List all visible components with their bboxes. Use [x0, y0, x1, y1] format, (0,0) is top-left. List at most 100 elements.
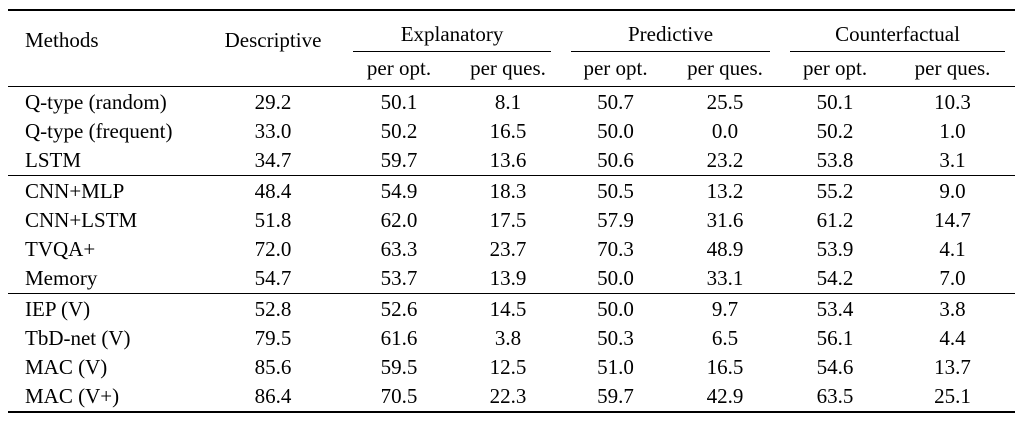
value-cell: 3.8: [939, 297, 966, 321]
method-name-cell: MAC (V+): [25, 384, 120, 408]
value-cell: 54.7: [254, 266, 292, 290]
value-cell: 50.0: [597, 297, 634, 321]
value-cell: 50.2: [816, 119, 854, 143]
value-cell: 48.4: [254, 179, 292, 203]
value-cell: 55.2: [816, 179, 854, 203]
method-name-cell: CNN+LSTM: [25, 208, 138, 232]
value-cell: 10.3: [934, 90, 971, 114]
table-row: Memory 54.7 53.7 13.9 50.0 33.1 54.2 7.0: [8, 264, 1015, 294]
value-cell: 23.7: [489, 237, 527, 261]
value-cell: 42.9: [706, 384, 744, 408]
value-cell: 59.5: [380, 355, 418, 379]
column-header-predictive-per-ques: per ques.: [687, 56, 763, 80]
table-row-group-vqa-models: CNN+MLP 48.4 54.9 18.3 50.5 13.2 55.2 9.0 CNN+LS…: [8, 175, 1016, 294]
value-cell: 52.6: [380, 297, 418, 321]
value-cell: 59.7: [597, 384, 634, 408]
value-cell: 48.9: [706, 237, 744, 261]
value-cell: 22.3: [489, 384, 527, 408]
value-cell: 53.8: [816, 148, 854, 172]
value-cell: 23.2: [706, 148, 744, 172]
column-group-explanatory: Explanatory: [343, 10, 561, 52]
table-row-group-program-models: IEP (V) 52.8 52.6 14.5 50.0 9.7 53.4 3.8 TbD-net…: [8, 293, 1016, 413]
value-cell: 50.0: [597, 119, 634, 143]
value-cell: 7.0: [939, 266, 966, 290]
results-table: Methods Descriptive Explanatory Predicti…: [8, 9, 1016, 413]
value-cell: 9.0: [939, 179, 966, 203]
method-name-cell: TVQA+: [25, 237, 96, 261]
value-cell: 50.1: [816, 90, 854, 114]
value-cell: 85.6: [254, 355, 292, 379]
table-row: LSTM 34.7 59.7 13.6 50.6 23.2 53.8 3.1: [8, 146, 1015, 176]
column-header-methods: Methods: [25, 28, 99, 52]
table-row: TVQA+ 72.0 63.3 23.7 70.3 48.9 53.9 4.1: [8, 235, 1015, 264]
value-cell: 25.1: [934, 384, 971, 408]
column-header-predictive-per-opt: per opt.: [583, 56, 648, 80]
header-sub-row: per opt. per ques. per opt. per ques. pe…: [8, 52, 1015, 87]
column-group-explanatory-label: Explanatory: [353, 22, 552, 52]
value-cell: 51.0: [597, 355, 634, 379]
table-row: MAC (V) 85.6 59.5 12.5 51.0 16.5 54.6 13.7: [8, 353, 1015, 382]
value-cell: 9.7: [711, 297, 739, 321]
value-cell: 53.7: [380, 266, 418, 290]
value-cell: 18.3: [489, 179, 527, 203]
method-name-cell: MAC (V): [25, 355, 108, 379]
method-name-cell: Memory: [25, 266, 98, 290]
value-cell: 29.2: [254, 90, 292, 114]
value-cell: 63.3: [380, 237, 418, 261]
table-row: CNN+LSTM 51.8 62.0 17.5 57.9 31.6 61.2 14.7: [8, 206, 1015, 235]
value-cell: 63.5: [816, 384, 854, 408]
table-row: MAC (V+) 86.4 70.5 22.3 59.7 42.9 63.5 25.1: [8, 382, 1015, 412]
method-name-cell: Q-type (random): [25, 90, 167, 114]
value-cell: 4.1: [939, 237, 966, 261]
method-name-cell: TbD-net (V): [25, 326, 131, 350]
column-group-predictive-label: Predictive: [571, 22, 771, 52]
value-cell: 50.6: [597, 148, 634, 172]
column-header-explanatory-per-ques: per ques.: [470, 56, 546, 80]
table-row-group-baselines: Q-type (random) 29.2 50.1 8.1 50.7 25.5 50.1 10…: [8, 87, 1015, 176]
value-cell: 61.2: [816, 208, 854, 232]
value-cell: 33.1: [706, 266, 744, 290]
value-cell: 86.4: [254, 384, 292, 408]
value-cell: 50.3: [597, 326, 634, 350]
value-cell: 13.2: [706, 179, 744, 203]
method-name-cell: CNN+MLP: [25, 179, 125, 203]
value-cell: 70.3: [597, 237, 634, 261]
value-cell: 50.0: [597, 266, 634, 290]
value-cell: 50.7: [597, 90, 634, 114]
value-cell: 50.1: [380, 90, 418, 114]
value-cell: 33.0: [254, 119, 292, 143]
column-header-counterfactual-per-ques: per ques.: [914, 56, 991, 80]
column-header-explanatory-per-opt: per opt.: [366, 56, 432, 80]
value-cell: 50.5: [597, 179, 634, 203]
column-group-counterfactual-label: Counterfactual: [790, 22, 1006, 52]
value-cell: 31.6: [706, 208, 744, 232]
value-cell: 12.5: [489, 355, 527, 379]
value-cell: 59.7: [380, 148, 418, 172]
header-group-row: Methods Descriptive Explanatory Predicti…: [8, 10, 1015, 52]
method-name-cell: IEP (V): [25, 297, 91, 321]
value-cell: 25.5: [706, 90, 744, 114]
column-group-predictive: Predictive: [561, 10, 780, 52]
value-cell: 54.2: [816, 266, 854, 290]
value-cell: 52.8: [254, 297, 292, 321]
value-cell: 34.7: [254, 148, 292, 172]
table-row: CNN+MLP 48.4 54.9 18.3 50.5 13.2 55.2 9.0: [8, 176, 1015, 207]
value-cell: 50.2: [380, 119, 418, 143]
value-cell: 79.5: [254, 326, 292, 350]
value-cell: 61.6: [380, 326, 418, 350]
value-cell: 57.9: [597, 208, 634, 232]
value-cell: 6.5: [711, 326, 739, 350]
value-cell: 14.7: [934, 208, 971, 232]
method-name-cell: LSTM: [25, 148, 82, 172]
value-cell: 56.1: [816, 326, 854, 350]
value-cell: 16.5: [489, 119, 527, 143]
value-cell: 13.9: [489, 266, 527, 290]
value-cell: 53.4: [816, 297, 854, 321]
value-cell: 17.5: [489, 208, 527, 232]
value-cell: 13.7: [934, 355, 971, 379]
value-cell: 4.4: [939, 326, 966, 350]
column-group-counterfactual: Counterfactual: [780, 10, 1015, 52]
table-row: Q-type (frequent) 33.0 50.2 16.5 50.0 0.0 50.2…: [8, 117, 1015, 146]
value-cell: 54.6: [816, 355, 854, 379]
